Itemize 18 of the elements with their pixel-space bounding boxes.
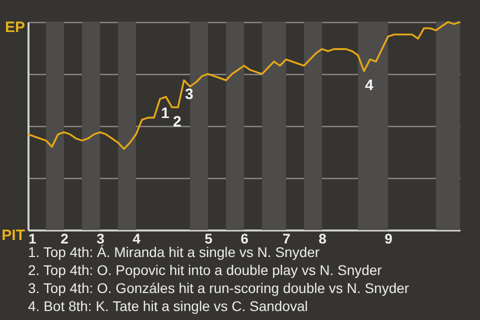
annotation: 3: [185, 86, 194, 104]
x-tick-label: 6: [240, 230, 249, 246]
annotation: 2: [173, 113, 182, 130]
text: EP: [4, 19, 25, 36]
annotation: 1: [161, 104, 170, 122]
x-tick-label: 1: [28, 230, 36, 246]
text: 1. Top 4th: Á. Miranda hit a single vs N. Snyder: [28, 244, 320, 260]
x-tick-label: 2: [60, 230, 69, 246]
text: 4. Bot 8th: K. Tate hit a single vs C. Sandoval: [28, 297, 309, 315]
text: 2. Top 4th: O. Popovic hit into a double play vs N. Snyder: [28, 261, 383, 279]
annotation: 4: [365, 77, 374, 94]
x-tick-label: 5: [204, 230, 213, 246]
text: 3. Top 4th: O. Gonzáles hit a run-scoring double vs N. Snyder: [28, 279, 410, 297]
x-tick-label: 8: [318, 230, 327, 246]
text: PIT: [2, 227, 25, 244]
x-tick-label: 9: [384, 230, 393, 246]
x-tick-label: 7: [282, 230, 291, 246]
x-tick-label: 4: [132, 230, 141, 246]
